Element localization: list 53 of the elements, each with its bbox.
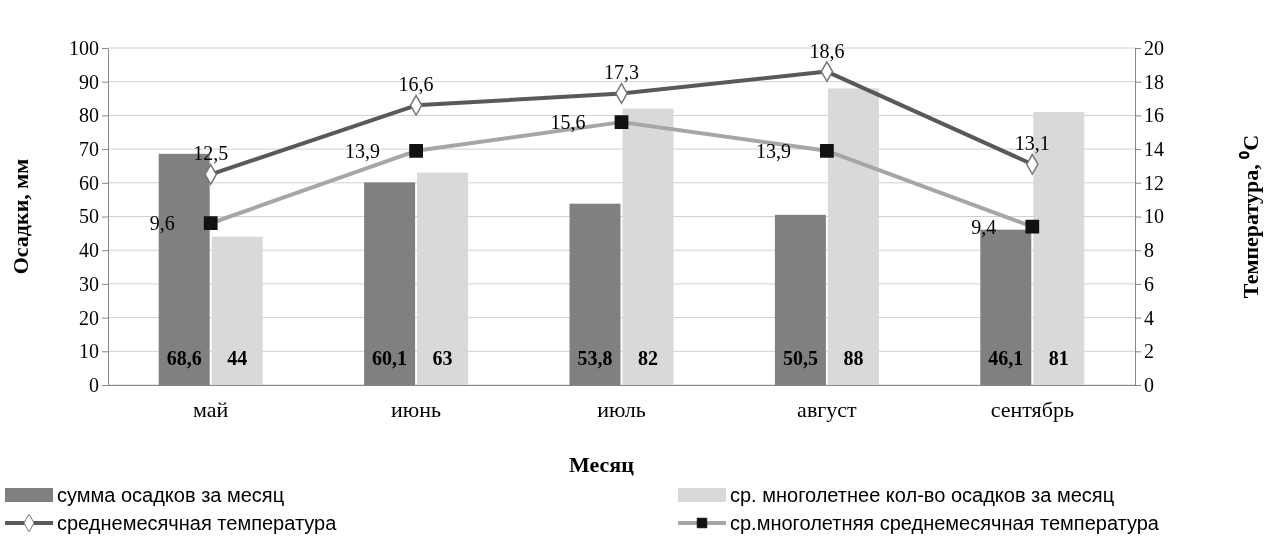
y2-tick-label: 8	[1144, 239, 1154, 262]
data-label: 63	[432, 347, 453, 369]
data-label: 15,6	[550, 111, 586, 134]
data-label: 16,6	[398, 73, 434, 96]
legend-label: сумма осадков за месяц	[57, 484, 285, 506]
data-label: 18,6	[809, 39, 845, 62]
data-label: 81	[1048, 347, 1069, 369]
x-axis-title: Месяц	[569, 452, 635, 477]
data-label: 13,1	[1014, 132, 1050, 155]
data-label: 13,9	[755, 139, 791, 162]
data-label: 12,5	[193, 142, 229, 165]
data-label: 13,9	[345, 139, 381, 162]
data-label: 17,3	[604, 61, 639, 84]
x-tick-label: август	[797, 396, 858, 422]
y2-tick-label: 12	[1144, 171, 1164, 194]
y-tick-label: 20	[79, 306, 99, 329]
x-tick-label: сентябрь	[990, 396, 1074, 422]
legend-label: среднемесячная температура	[57, 512, 338, 534]
data-label: 9,4	[971, 215, 997, 238]
data-label: 68,6	[166, 347, 202, 369]
y2-tick-label: 4	[1144, 306, 1154, 329]
y2-tick-label: 18	[1144, 70, 1164, 93]
data-label: 53,8	[577, 347, 613, 369]
y2-tick-label: 14	[1144, 138, 1164, 160]
x-tick-label: июнь	[391, 396, 442, 422]
y-tick-label: 30	[79, 272, 99, 295]
y-tick-label: 70	[79, 138, 99, 160]
y2-axis-title: Температура, ⁰С	[1238, 134, 1263, 299]
y2-tick-label: 0	[1144, 373, 1154, 396]
y-tick-label: 90	[79, 70, 99, 93]
data-label: 82	[638, 347, 658, 369]
data-label: 60,1	[372, 347, 408, 369]
y2-tick-label: 10	[1144, 205, 1164, 228]
y-tick-label: 10	[79, 340, 99, 363]
data-label: 88	[843, 347, 864, 369]
y-tick-label: 100	[69, 36, 99, 59]
y2-tick-label: 6	[1144, 272, 1154, 295]
data-label: 50,5	[782, 347, 818, 369]
y-tick-label: 80	[79, 104, 99, 127]
legend-label: ср. многолетнее кол-во осадков за месяц	[730, 484, 1115, 506]
x-tick-label: май	[193, 396, 229, 422]
y-axis-title: Осадки, мм	[8, 158, 33, 275]
legend-label: ср.многолетняя среднемесячная температура	[730, 512, 1160, 534]
data-label: 46,1	[988, 347, 1024, 369]
y-tick-label: 50	[79, 205, 99, 228]
y-tick-label: 0	[89, 373, 99, 396]
y2-tick-label: 20	[1144, 36, 1164, 59]
data-label: 44	[227, 347, 248, 369]
x-tick-label: июль	[597, 396, 646, 422]
y-tick-label: 40	[79, 239, 99, 262]
y2-tick-label: 2	[1144, 340, 1154, 363]
y2-tick-label: 16	[1144, 104, 1164, 127]
y-tick-label: 60	[79, 171, 99, 194]
